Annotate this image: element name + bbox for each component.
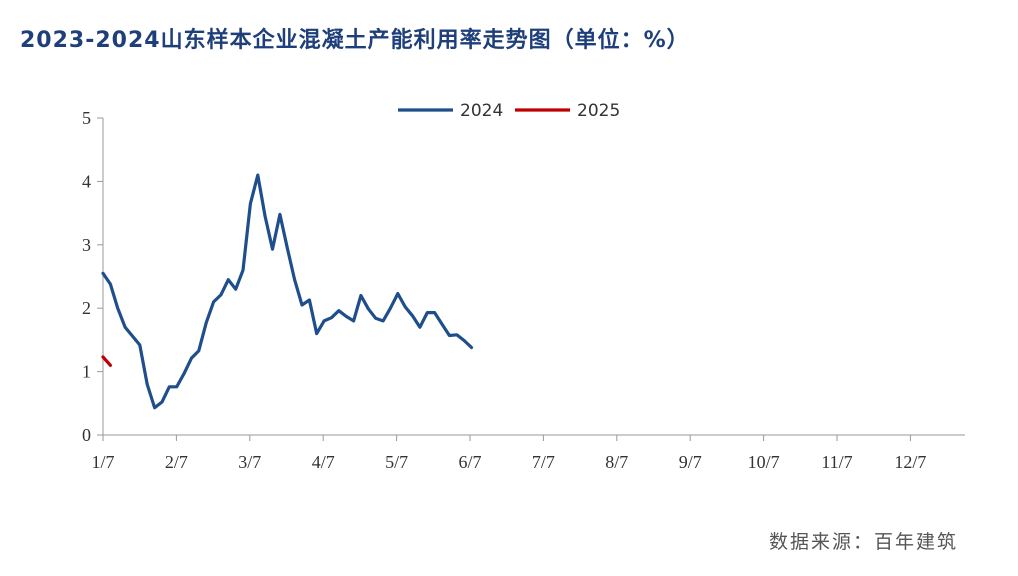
y-tick-label: 0 [82, 425, 91, 445]
y-tick-label: 3 [82, 235, 91, 255]
chart-series [101, 173, 474, 410]
x-tick-label: 8/7 [605, 452, 628, 472]
x-tick-label: 1/7 [91, 452, 114, 472]
series-line-2024 [101, 173, 474, 410]
x-tick-label: 9/7 [679, 452, 702, 472]
x-tick-label: 7/7 [532, 452, 555, 472]
x-tick-label: 4/7 [312, 452, 335, 472]
series-line-2025 [101, 355, 113, 367]
x-tick-label: 10/7 [748, 452, 780, 472]
x-tick-label: 3/7 [238, 452, 261, 472]
chart-axes: 0 1 2 3 4 5 1/7 2/7 3/7 4/7 5/7 6/7 7/7 8/7 9/7 10/7 11/… [82, 108, 965, 472]
y-tick-label: 2 [82, 298, 91, 318]
x-tick-label: 6/7 [458, 452, 481, 472]
legend-label-2025: 2025 [577, 101, 620, 121]
x-tick-label: 2/7 [165, 452, 188, 472]
legend-label-2024: 2024 [460, 101, 503, 121]
x-tick-label: 5/7 [385, 452, 408, 472]
chart-title: 2023-2024山东样本企业混凝土产能利用率走势图（单位：%） [20, 28, 690, 53]
y-tick-label: 5 [82, 108, 91, 128]
x-tick-label: 11/7 [821, 452, 852, 472]
x-tick-label: 12/7 [894, 452, 926, 472]
y-tick-label: 1 [82, 362, 91, 382]
data-source-note: 数据来源：百年建筑 [768, 531, 958, 553]
legend: 2024 2025 [398, 101, 620, 121]
y-tick-label: 4 [82, 171, 91, 191]
